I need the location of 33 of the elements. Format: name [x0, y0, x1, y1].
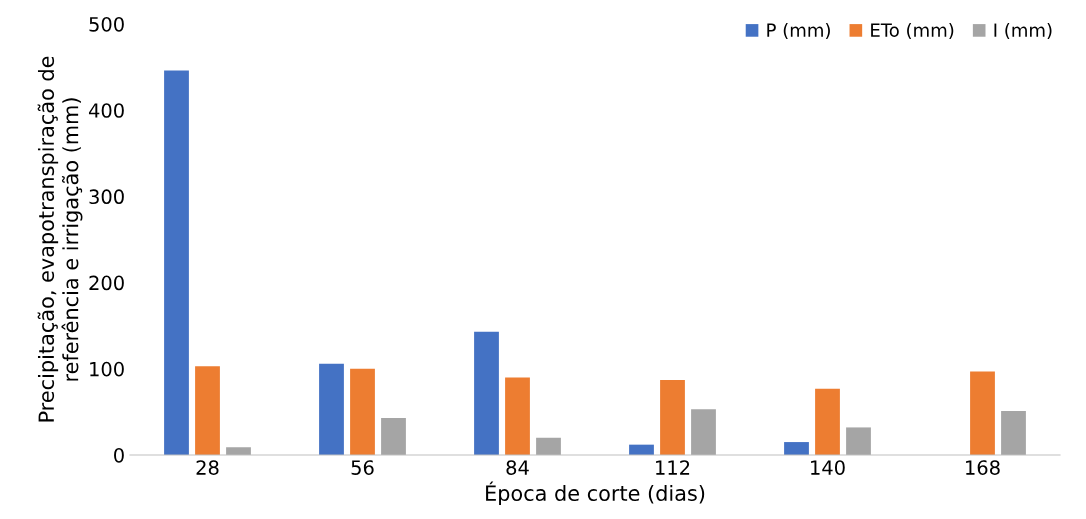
bar	[660, 380, 685, 455]
legend-label: ETo (mm)	[871, 23, 954, 40]
bar	[970, 371, 995, 455]
legend-label: P (mm)	[767, 23, 830, 40]
y-tick-label: 500	[89, 16, 124, 32]
bar	[691, 409, 716, 455]
y-tick-label: 400	[88, 103, 124, 118]
bar	[815, 388, 840, 455]
x-tick-label: 112	[656, 460, 690, 475]
bar	[195, 366, 220, 455]
bar	[846, 427, 871, 455]
x-tick-label: 28	[196, 460, 219, 475]
bar	[164, 70, 189, 455]
x-axis-title: Época de corte (dias)	[486, 481, 705, 506]
x-tick-label: 84	[506, 460, 529, 475]
bar	[536, 437, 561, 455]
x-tick-label: 168	[966, 460, 1000, 475]
legend-label: I (mm)	[994, 23, 1052, 40]
x-tick-label: 56	[351, 460, 374, 475]
y-tick-label: 100	[90, 361, 124, 377]
x-tick-label: 140	[811, 460, 845, 475]
y-axis-title: Precipitação, evapotranspiração de referência e irrigação (mm)	[37, 56, 83, 422]
bar	[784, 442, 809, 455]
y-tick-label: 300	[89, 189, 124, 205]
y-tick-label: 0	[114, 447, 124, 463]
bar	[474, 331, 499, 455]
bar	[505, 377, 530, 455]
bar	[319, 363, 344, 455]
bar	[226, 447, 251, 455]
bar	[381, 417, 406, 455]
y-tick-label: 200	[89, 275, 124, 291]
bar	[1001, 411, 1026, 455]
bar	[350, 368, 375, 455]
